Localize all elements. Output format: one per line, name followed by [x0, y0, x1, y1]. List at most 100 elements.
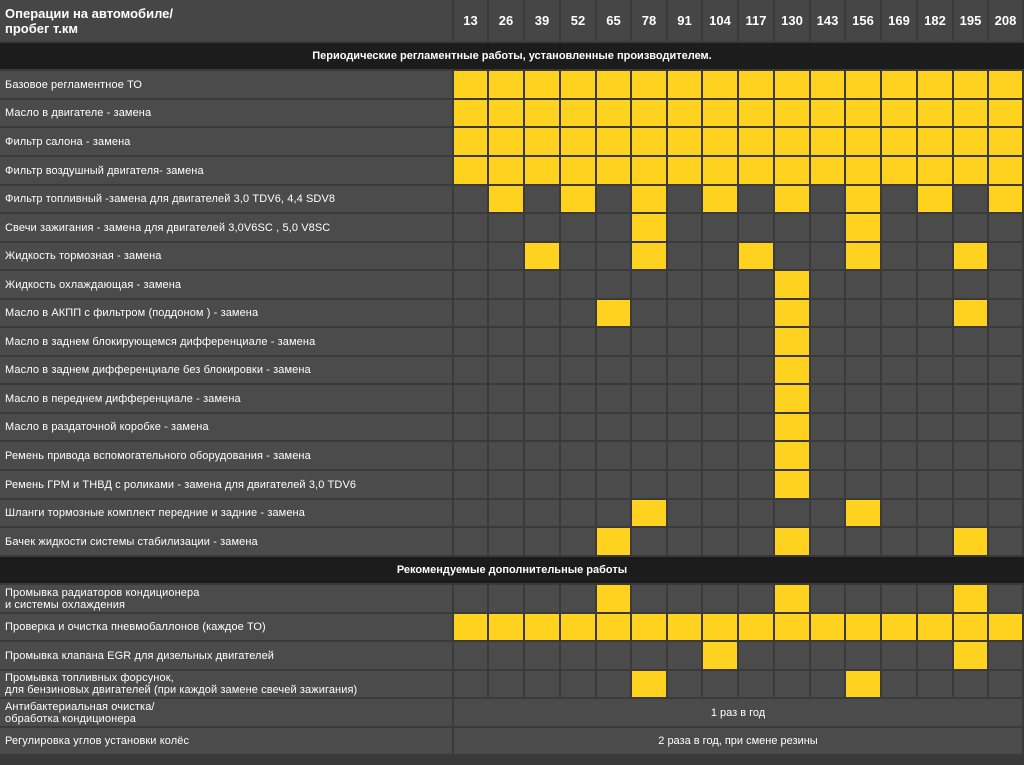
mark-cell	[668, 214, 703, 243]
mark-cell-active	[525, 128, 561, 157]
mark-cell	[882, 500, 918, 528]
mark-cell	[989, 528, 1024, 557]
mark-cell	[703, 385, 739, 414]
mark-cell-active	[739, 243, 775, 271]
mark-cell	[811, 414, 846, 442]
mark-cell-active	[632, 214, 668, 243]
row-label: Ремень привода вспомогательного оборудов…	[0, 442, 454, 471]
mark-cell	[882, 642, 918, 671]
header-km-182: 182	[918, 0, 954, 43]
mark-cell	[489, 471, 525, 500]
mark-cell	[454, 300, 489, 328]
mark-cell	[739, 500, 775, 528]
mark-cell	[632, 328, 668, 357]
mark-cell	[561, 528, 597, 557]
mark-cell	[882, 442, 918, 471]
mark-cell	[882, 186, 918, 214]
mark-cell	[454, 442, 489, 471]
mark-cell	[703, 300, 739, 328]
mark-cell	[918, 271, 954, 300]
mark-cell-active	[918, 128, 954, 157]
mark-cell	[954, 500, 989, 528]
mark-cell	[918, 214, 954, 243]
mark-cell	[989, 442, 1024, 471]
mark-cell	[811, 271, 846, 300]
mark-cell	[846, 642, 882, 671]
header-km-26: 26	[489, 0, 525, 43]
mark-cell-active	[882, 128, 918, 157]
mark-cell	[525, 186, 561, 214]
mark-cell-active	[668, 71, 703, 100]
row-label: Промывка радиаторов кондиционера и систе…	[0, 585, 454, 614]
mark-cell	[918, 442, 954, 471]
mark-cell-active	[882, 614, 918, 642]
mark-cell	[882, 300, 918, 328]
mark-cell-active	[775, 528, 811, 557]
mark-cell-active	[597, 128, 632, 157]
mark-cell	[454, 414, 489, 442]
row-label: Проверка и очистка пневмобаллонов (каждо…	[0, 614, 454, 642]
mark-cell	[668, 186, 703, 214]
mark-cell	[882, 385, 918, 414]
mark-cell	[811, 500, 846, 528]
mark-cell-active	[703, 614, 739, 642]
mark-cell-active	[525, 614, 561, 642]
mark-cell	[561, 585, 597, 614]
mark-cell	[454, 385, 489, 414]
mark-cell	[632, 300, 668, 328]
mark-cell-active	[811, 157, 846, 186]
mark-cell	[954, 671, 989, 699]
header-km-39: 39	[525, 0, 561, 43]
mark-cell-active	[489, 128, 525, 157]
mark-cell	[632, 357, 668, 385]
mark-cell-active	[703, 128, 739, 157]
mark-cell-active	[597, 100, 632, 128]
mark-cell	[811, 442, 846, 471]
mark-cell-active	[775, 300, 811, 328]
mark-cell	[846, 271, 882, 300]
header-km-91: 91	[668, 0, 703, 43]
mark-cell-active	[561, 186, 597, 214]
mark-cell	[525, 642, 561, 671]
mark-cell-active	[989, 614, 1024, 642]
mark-cell	[882, 214, 918, 243]
mark-cell	[739, 442, 775, 471]
mark-cell	[454, 186, 489, 214]
header-km-195: 195	[954, 0, 989, 43]
mark-cell-active	[525, 157, 561, 186]
mark-cell	[918, 300, 954, 328]
mark-cell-active	[846, 71, 882, 100]
row-label: Ремень ГРМ и ТНВД с роликами - замена дл…	[0, 471, 454, 500]
mark-cell	[954, 328, 989, 357]
mark-cell	[597, 328, 632, 357]
mark-cell	[561, 471, 597, 500]
row-label: Антибактериальная очистка/ обработка кон…	[0, 699, 454, 728]
header-km-52: 52	[561, 0, 597, 43]
mark-cell-active	[954, 642, 989, 671]
mark-cell	[703, 214, 739, 243]
mark-cell-active	[989, 186, 1024, 214]
mark-cell-active	[739, 71, 775, 100]
mark-cell	[597, 385, 632, 414]
mark-cell	[561, 385, 597, 414]
mark-cell-active	[489, 157, 525, 186]
mark-cell	[954, 357, 989, 385]
mark-cell	[525, 300, 561, 328]
mark-cell	[882, 271, 918, 300]
mark-cell-active	[954, 528, 989, 557]
mark-cell-active	[954, 614, 989, 642]
mark-cell-active	[632, 128, 668, 157]
section-title: Периодические регламентные работы, устан…	[0, 43, 1024, 71]
mark-cell-active	[632, 500, 668, 528]
section-title: Рекомендуемые дополнительные работы	[0, 557, 1024, 585]
mark-cell	[489, 385, 525, 414]
mark-cell	[525, 385, 561, 414]
mark-cell	[525, 414, 561, 442]
mark-cell	[811, 471, 846, 500]
mark-cell	[489, 271, 525, 300]
mark-cell-active	[989, 157, 1024, 186]
mark-cell-active	[882, 71, 918, 100]
mark-cell	[846, 385, 882, 414]
mark-cell	[489, 671, 525, 699]
